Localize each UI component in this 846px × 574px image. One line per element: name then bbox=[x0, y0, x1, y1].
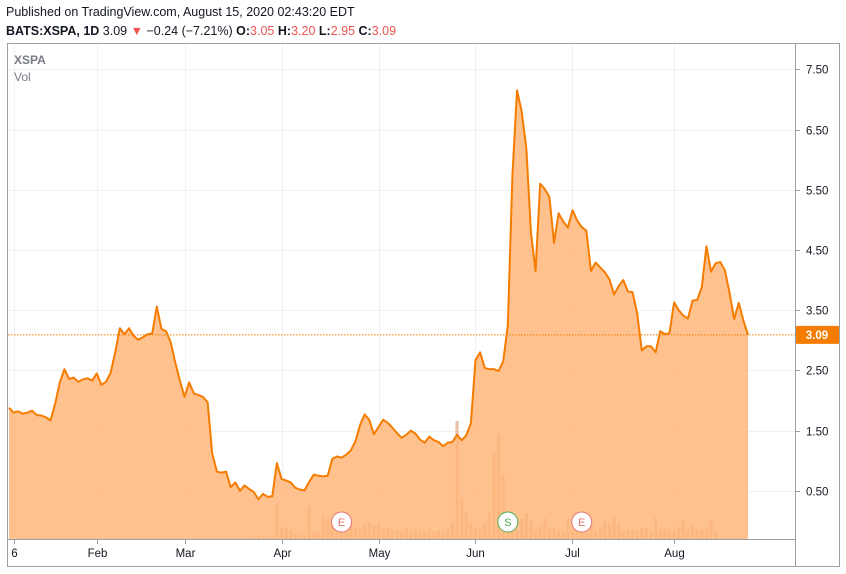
y-tick-label: 2.50 bbox=[806, 366, 828, 378]
price-axis: 0.50 1.50 2.50 3.50 4.50 5.50 6.50 7.50 bbox=[795, 65, 828, 499]
event-marker-label: E bbox=[338, 517, 345, 529]
last-price-tag-text: 3.09 bbox=[806, 330, 828, 342]
x-tick-label: Jul bbox=[565, 548, 580, 560]
low-label: L: bbox=[318, 24, 331, 38]
x-tick-label: Feb bbox=[88, 548, 108, 560]
down-arrow-icon: ▼ bbox=[130, 24, 143, 38]
high-label: H: bbox=[277, 24, 292, 38]
close-value: 3.09 bbox=[371, 24, 397, 38]
x-tick-label: Apr bbox=[274, 548, 292, 560]
price-change: −0.24 (−7.21%) bbox=[146, 24, 233, 38]
earnings-marker bbox=[571, 511, 593, 533]
low-value: 2.95 bbox=[330, 24, 356, 38]
ticker-label: XSPA bbox=[14, 53, 46, 67]
x-tick-label: Aug bbox=[664, 548, 684, 560]
price-area bbox=[9, 90, 748, 540]
published-line: Published on TradingView.com, August 15,… bbox=[6, 5, 355, 19]
last-price-tag bbox=[796, 325, 839, 344]
high-value: 3.20 bbox=[291, 24, 316, 38]
vol-label: Vol bbox=[14, 70, 31, 84]
y-tick-label: 6.50 bbox=[806, 126, 828, 138]
time-axis: 6 Feb Mar Apr May Jun Jul Aug bbox=[11, 539, 685, 560]
symbol-label: BATS:XSPA, 1D bbox=[6, 24, 100, 38]
open-label: O: bbox=[236, 24, 251, 38]
last-price: 3.09 bbox=[102, 24, 128, 38]
event-marker-label: E bbox=[578, 517, 585, 529]
open-value: 3.05 bbox=[250, 24, 275, 38]
y-tick-label: 7.50 bbox=[806, 65, 828, 77]
chart-header: Published on TradingView.com, August 15,… bbox=[6, 4, 840, 39]
y-tick-label: 1.50 bbox=[806, 427, 828, 439]
y-tick-label: 0.50 bbox=[806, 487, 828, 499]
split-marker bbox=[497, 511, 519, 533]
close-label: C: bbox=[358, 24, 372, 38]
quote-line: BATS:XSPA, 1D 3.09 ▼ −0.24 (−7.21%) O:3.… bbox=[6, 23, 840, 39]
x-tick-label: Mar bbox=[176, 548, 196, 560]
y-tick-label: 4.50 bbox=[806, 246, 828, 258]
chart-frame bbox=[7, 43, 840, 567]
x-tick-label: Jun bbox=[466, 548, 485, 560]
event-marker-label: S bbox=[504, 517, 511, 529]
y-tick-label: 5.50 bbox=[806, 186, 828, 198]
earnings-marker bbox=[331, 511, 353, 533]
y-tick-label: 3.50 bbox=[806, 306, 828, 318]
x-tick-label: May bbox=[369, 548, 391, 560]
price-line bbox=[8, 89, 749, 501]
x-tick-label: 6 bbox=[11, 548, 17, 560]
